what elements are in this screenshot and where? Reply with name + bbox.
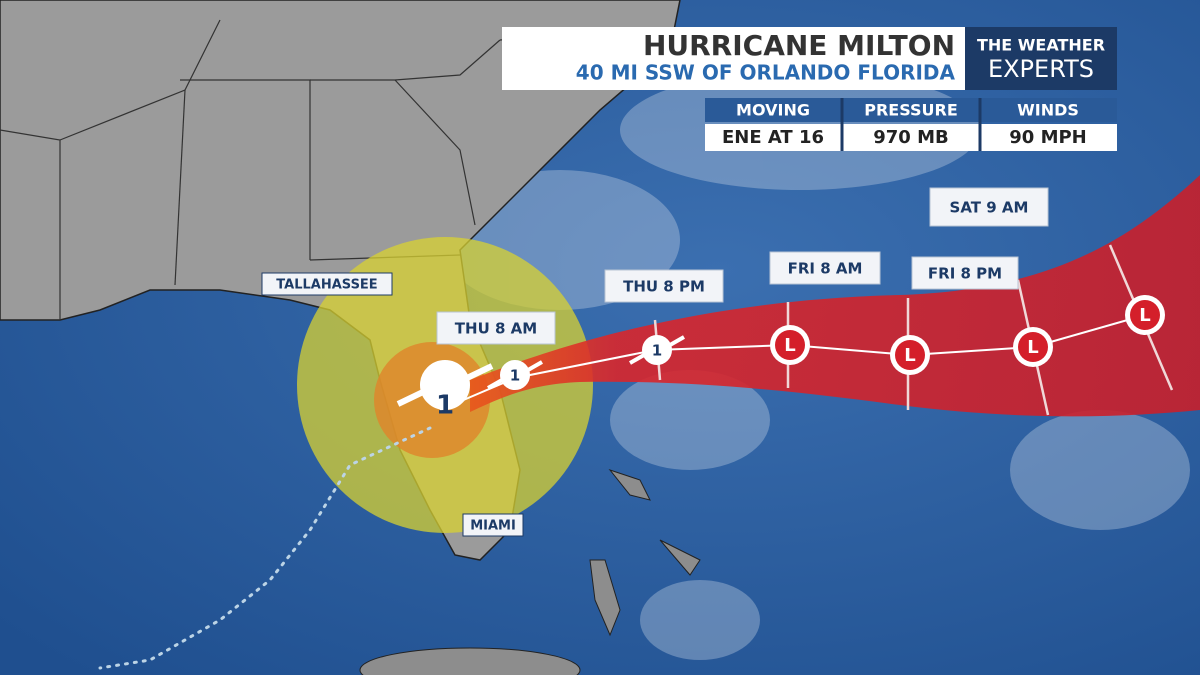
- stats-table: MOVING PRESSURE WINDS ENE AT 16 970 MB 9…: [705, 98, 1117, 151]
- title: HURRICANE MILTON: [643, 29, 955, 62]
- cuba: [359, 647, 581, 679]
- city-label: TALLAHASSEE: [276, 278, 377, 293]
- time-label: THU 8 PM: [623, 278, 705, 296]
- header: HURRICANE MILTON 40 MI SSW OF ORLANDO FL…: [502, 27, 1117, 90]
- storm-symbol: L: [1139, 305, 1150, 326]
- point-symbols: 1 1 L L L L: [487, 295, 1165, 390]
- brand: EXPERTS: [988, 55, 1094, 83]
- past-track: [98, 426, 432, 670]
- stat-value: 970 MB: [873, 127, 948, 148]
- bahamas: [589, 468, 701, 637]
- stat-label: MOVING: [736, 101, 810, 120]
- subtitle: 40 MI SSW OF ORLANDO FLORIDA: [576, 61, 956, 85]
- city-label: MIAMI: [470, 519, 516, 534]
- storm-symbol: L: [784, 335, 795, 356]
- stat-value: ENE AT 16: [722, 127, 824, 148]
- time-label: THU 8 AM: [455, 320, 537, 338]
- storm-symbol: 1: [510, 367, 520, 385]
- time-labels: THU 8 AM THU 8 PM FRI 8 AM FRI 8 PM SAT …: [436, 187, 1049, 345]
- time-label: FRI 8 PM: [928, 265, 1002, 283]
- time-label: SAT 9 AM: [950, 199, 1029, 217]
- stat-label: PRESSURE: [864, 101, 958, 120]
- storm-symbol: 1: [652, 342, 662, 360]
- current-storm: 1: [396, 360, 494, 421]
- stat-value: 90 MPH: [1009, 127, 1086, 148]
- storm-category: 1: [436, 391, 454, 421]
- brand: THE WEATHER: [977, 36, 1105, 55]
- storm-symbol: L: [904, 345, 915, 366]
- storm-symbol: L: [1027, 337, 1038, 358]
- stat-label: WINDS: [1017, 101, 1079, 120]
- city-labels: TALLAHASSEE MIAMI: [261, 272, 524, 537]
- time-label: FRI 8 AM: [788, 260, 863, 278]
